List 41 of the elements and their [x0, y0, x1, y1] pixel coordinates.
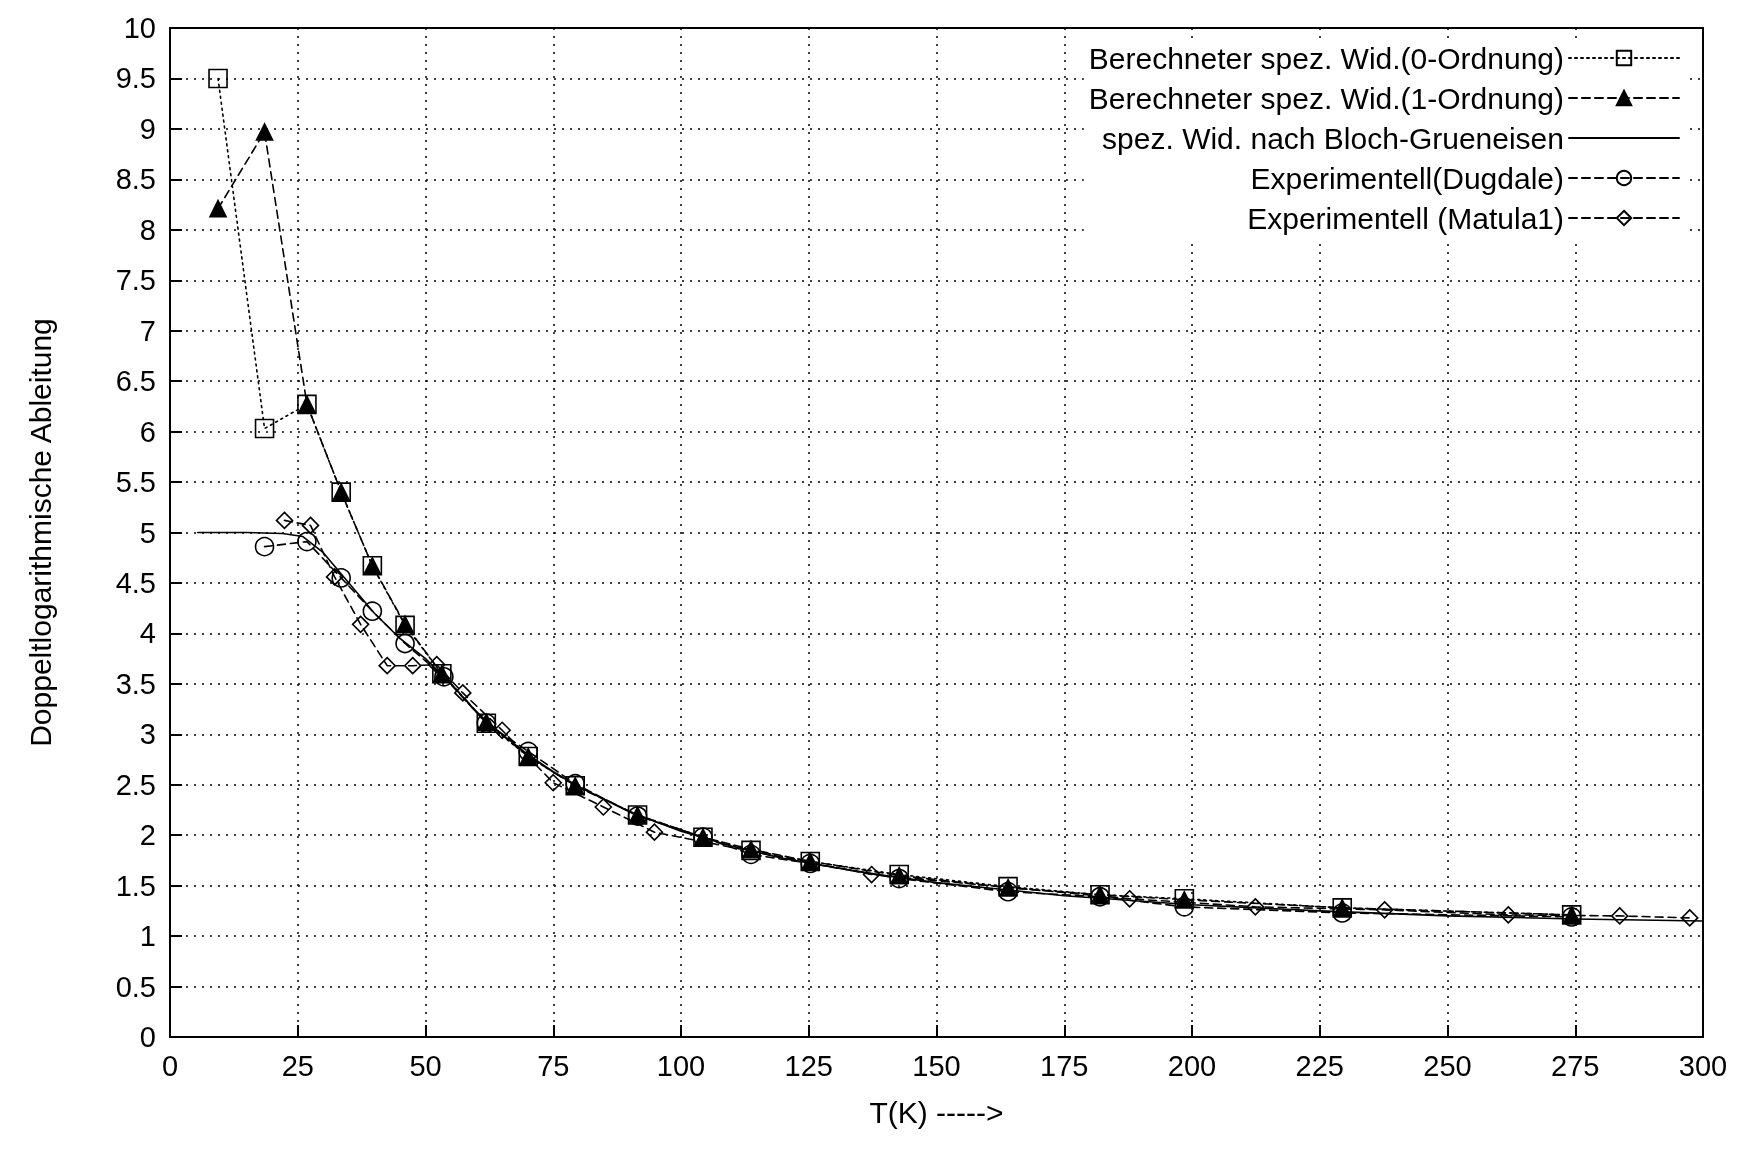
x-tick-label: 25 — [281, 1049, 314, 1082]
y-tick-label: 9.5 — [115, 62, 156, 95]
y-tick-label: 4 — [139, 617, 156, 650]
y-tick-label: 3.5 — [115, 667, 156, 700]
legend-label: spez. Wid. nach Bloch-Grueneisen — [1102, 121, 1564, 155]
x-tick-label: 50 — [409, 1049, 442, 1082]
legend-label: Experimentell (Matula1) — [1247, 201, 1564, 235]
y-tick-label: 1 — [139, 920, 156, 953]
y-tick-label: 8.5 — [115, 163, 156, 196]
legend-label: Berechneter spez. Wid.(0-Ordnung) — [1088, 41, 1564, 75]
y-tick-label: 9 — [139, 112, 156, 145]
y-tick-label: 4.5 — [115, 566, 156, 599]
x-tick-label: 275 — [1551, 1049, 1600, 1082]
y-tick-label: 7 — [139, 314, 156, 347]
x-tick-label: 200 — [1167, 1049, 1217, 1082]
legend-label: Experimentell(Dugdale) — [1250, 161, 1564, 195]
y-axis-title: Doppeltlogarithmische Ableitung — [23, 318, 57, 747]
x-tick-label: 100 — [656, 1049, 706, 1082]
y-tick-label: 2.5 — [115, 768, 156, 801]
y-tick-label: 7.5 — [115, 264, 156, 297]
legend-label: Berechneter spez. Wid.(1-Ordnung) — [1088, 81, 1564, 115]
y-tick-label: 0 — [139, 1021, 156, 1053]
y-tick-label: 8 — [139, 213, 156, 246]
x-axis-title: T(K) -----> — [869, 1095, 1004, 1129]
x-tick-label: 0 — [161, 1049, 179, 1082]
x-tick-label: 250 — [1423, 1049, 1472, 1082]
x-tick-label: 75 — [537, 1049, 570, 1082]
x-tick-label: 150 — [912, 1049, 961, 1082]
y-tick-label: 1.5 — [115, 869, 156, 902]
y-tick-label: 2 — [139, 819, 156, 852]
x-tick-label: 225 — [1295, 1049, 1344, 1082]
x-tick-label: 300 — [1678, 1049, 1728, 1082]
y-tick-label: 5 — [139, 516, 156, 549]
y-tick-label: 5.5 — [115, 466, 156, 499]
y-tick-label: 3 — [139, 718, 156, 751]
x-tick-label: 125 — [784, 1049, 833, 1082]
y-tick-label: 10 — [123, 12, 156, 44]
y-tick-label: 6 — [139, 415, 156, 448]
x-tick-label: 175 — [1040, 1049, 1089, 1082]
y-tick-label: 6.5 — [115, 365, 156, 398]
y-tick-label: 0.5 — [115, 970, 156, 1003]
